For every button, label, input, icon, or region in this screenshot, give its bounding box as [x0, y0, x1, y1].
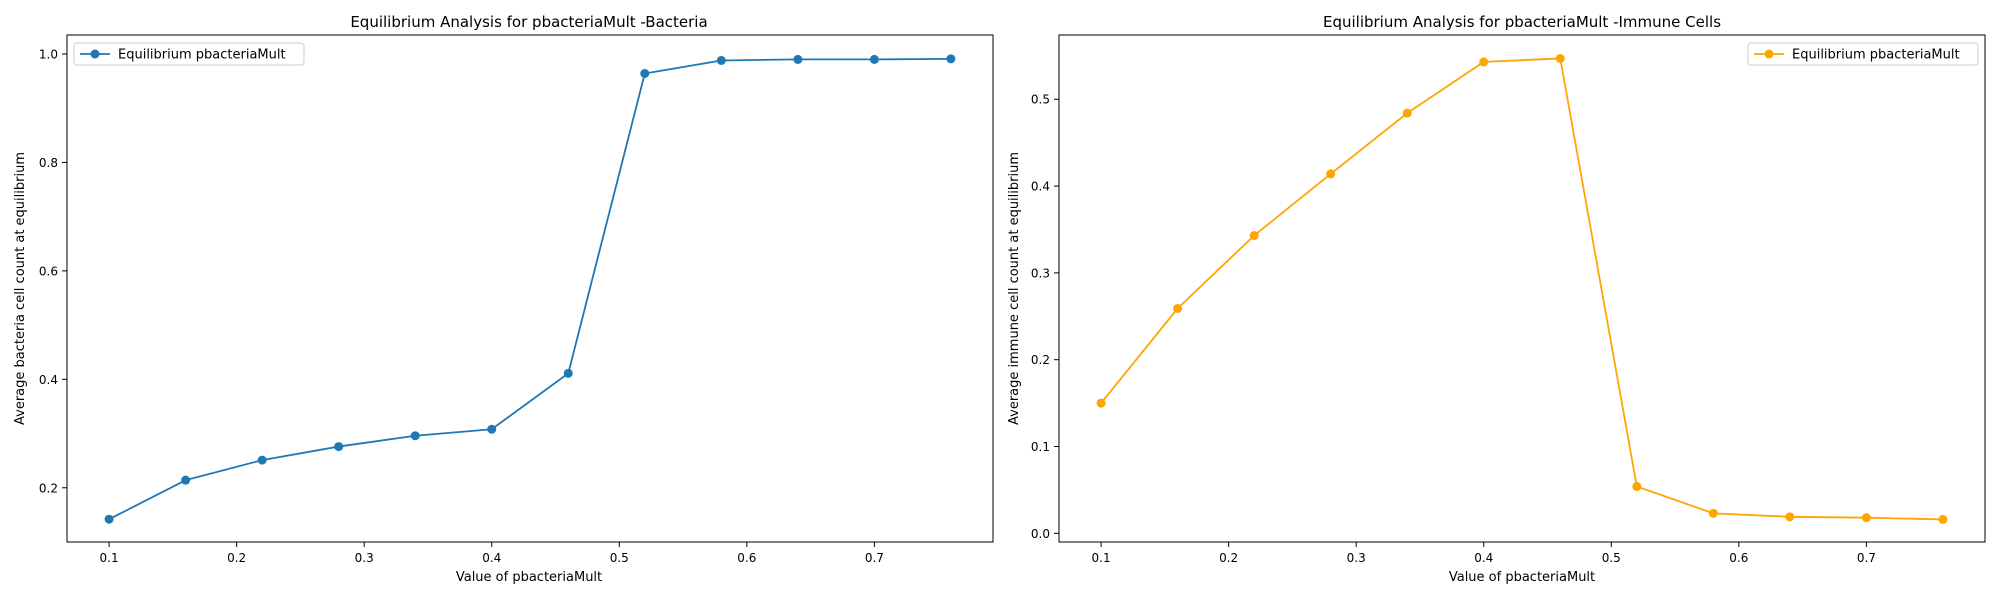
immune-x-tick-label: 0.3: [1347, 551, 1366, 565]
immune-y-tick-label: 0.5: [1031, 93, 1050, 107]
immune-data-point: [1326, 169, 1336, 179]
bacteria-series: [104, 54, 956, 524]
bacteria-data-point: [410, 431, 420, 441]
bacteria-data-point: [869, 54, 879, 64]
immune-data-point: [1632, 481, 1642, 491]
immune-x-tick-label: 0.4: [1474, 551, 1493, 565]
immune-series: [1096, 53, 1948, 524]
immune-x-tick-label: 0.5: [1602, 551, 1621, 565]
bacteria-x-tick-label: 0.7: [865, 551, 884, 565]
immune-data-point: [1479, 57, 1489, 67]
bacteria-legend-box: [73, 42, 305, 66]
bacteria-x-axis-label: Value of pbacteriaMult: [456, 570, 602, 585]
immune-y-tick-label: 0.4: [1031, 180, 1050, 194]
immune-chart: Equilibrium Analysis for pbacteriaMult -…: [1007, 13, 1986, 585]
bacteria-data-point: [640, 68, 650, 78]
bacteria-y-tick-label: 1.0: [39, 47, 58, 61]
bacteria-data-point: [181, 475, 191, 485]
immune-x-ticks: 0.1 0.2 0.3 0.4 0.5 0.6 0.7: [1092, 542, 1876, 565]
immune-y-tick-label: 0.3: [1031, 266, 1050, 280]
bacteria-x-tick-label: 0.1: [100, 551, 119, 565]
bacteria-data-point: [257, 455, 267, 465]
bacteria-y-ticks: 0.2 0.4 0.6 0.8 1.0: [39, 47, 67, 495]
bacteria-data-point: [946, 54, 956, 64]
immune-legend-box: [1747, 42, 1979, 66]
bacteria-y-tick-label: 0.2: [39, 481, 58, 495]
bacteria-data-point: [793, 54, 803, 64]
bacteria-x-tick-label: 0.3: [355, 551, 374, 565]
immune-x-tick-label: 0.1: [1092, 551, 1111, 565]
immune-data-point: [1938, 514, 1948, 524]
immune-plot-frame: [1058, 34, 1986, 543]
bacteria-x-tick-label: 0.6: [737, 551, 756, 565]
immune-y-ticks: 0.0 0.1 0.2 0.3 0.4 0.5: [1031, 93, 1059, 541]
immune-data-point: [1402, 108, 1412, 118]
immune-x-tick-label: 0.6: [1729, 551, 1748, 565]
immune-y-tick-label: 0.2: [1031, 353, 1050, 367]
bacteria-chart: Equilibrium Analysis for pbacteriaMult -…: [13, 13, 994, 585]
bacteria-y-tick-label: 0.4: [39, 373, 58, 387]
immune-series-line: [1100, 57, 1943, 521]
bacteria-x-tick-label: 0.2: [227, 551, 246, 565]
bacteria-legend: Equilibrium pbacteriaMult: [73, 42, 305, 66]
immune-y-tick-label: 0.0: [1031, 527, 1050, 541]
immune-data-point: [1785, 512, 1795, 522]
immune-data-point: [1173, 303, 1183, 313]
bacteria-data-point: [716, 55, 726, 65]
immune-data-point: [1096, 398, 1106, 408]
bacteria-data-point: [104, 514, 114, 524]
bacteria-data-point: [563, 368, 573, 378]
bacteria-x-ticks: 0.1 0.2 0.3 0.4 0.5 0.6 0.7: [100, 542, 884, 565]
bacteria-series-line: [108, 57, 951, 521]
bacteria-y-tick-label: 0.6: [39, 264, 58, 278]
bacteria-x-tick-label: 0.4: [482, 551, 501, 565]
bacteria-y-tick-label: 0.8: [39, 156, 58, 170]
immune-y-axis-label: Average immune cell count at equilibrium: [1007, 152, 1022, 425]
immune-legend-marker: [1764, 49, 1774, 59]
bacteria-plot-frame: [66, 34, 994, 543]
bacteria-legend-label: Equilibrium pbacteriaMult: [118, 48, 286, 63]
bacteria-legend-marker: [90, 49, 100, 59]
immune-data-point: [1555, 53, 1565, 63]
immune-legend-label: Equilibrium pbacteriaMult: [1792, 48, 1960, 63]
bacteria-data-point: [334, 442, 344, 452]
immune-legend: Equilibrium pbacteriaMult: [1747, 42, 1979, 66]
immune-chart-title: Equilibrium Analysis for pbacteriaMult -…: [1323, 13, 1721, 31]
bacteria-data-point: [487, 424, 497, 434]
immune-x-tick-label: 0.2: [1219, 551, 1238, 565]
bacteria-y-axis-label: Average bacteria cell count at equilibri…: [13, 152, 28, 425]
immune-x-tick-label: 0.7: [1857, 551, 1876, 565]
immune-data-point: [1861, 513, 1871, 523]
immune-x-axis-label: Value of pbacteriaMult: [1449, 570, 1595, 585]
immune-data-point: [1249, 231, 1259, 241]
bacteria-x-tick-label: 0.5: [610, 551, 629, 565]
immune-y-tick-label: 0.1: [1031, 440, 1050, 454]
bacteria-chart-title: Equilibrium Analysis for pbacteriaMult -…: [350, 13, 707, 31]
immune-data-point: [1708, 508, 1718, 518]
